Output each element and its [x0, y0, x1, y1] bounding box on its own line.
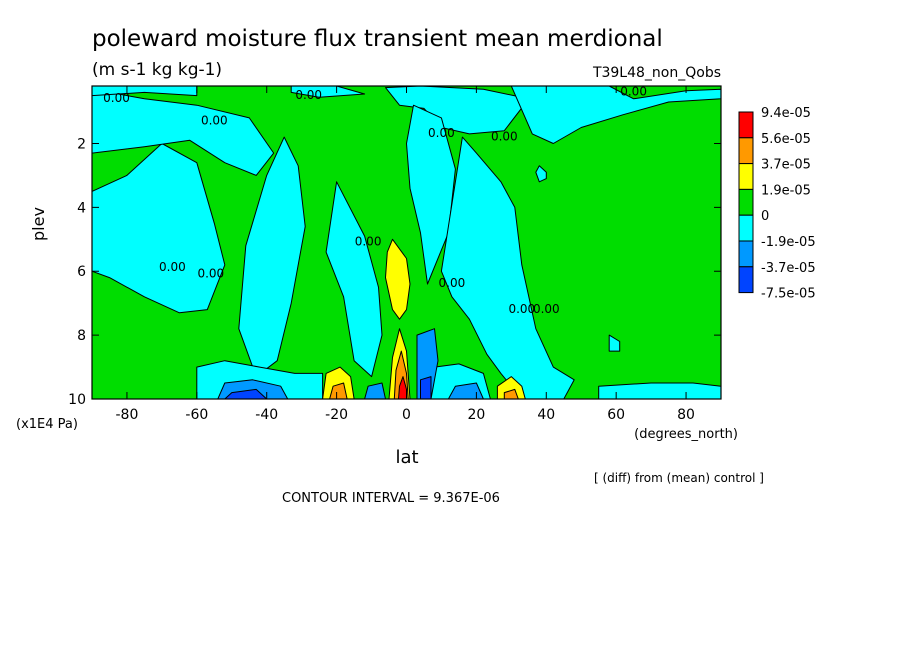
y-axis: 2 4 6 8 10: [68, 136, 721, 408]
y-tick-label-2: 6: [77, 264, 86, 280]
contour-region-negative_small-3: [238, 136, 306, 378]
contour-label-2: 0.00: [620, 85, 647, 99]
contour-region-negative_small-1: [92, 88, 275, 176]
x-tick-label-6: 40: [537, 407, 555, 423]
y-tick-label-0: 2: [77, 136, 86, 152]
contour-label-5: 0.00: [491, 129, 518, 143]
x-tick-label-3: -20: [325, 407, 348, 423]
comparison-note: [ (diff) from (mean) control ]: [594, 471, 764, 485]
legend-swatch-1: [738, 137, 754, 165]
y-tick-label-3: 8: [77, 328, 86, 344]
x-tick-label-7: 60: [607, 407, 625, 423]
contour-region-negative_small-10: [535, 165, 547, 183]
chart-title: poleward moisture flux transient mean me…: [92, 26, 663, 52]
contour-label-3: 0.00: [201, 113, 228, 127]
contour-region-negative_small-14: [598, 382, 721, 399]
y-axis-units: (x1E4 Pa): [16, 417, 78, 432]
contour-interval: CONTOUR INTERVAL = 9.367E-06: [282, 491, 500, 506]
contour-region-negative_high-28: [420, 376, 432, 399]
x-tick-label-0: -80: [116, 407, 139, 423]
contour-region-negative_small-2: [92, 86, 198, 97]
legend-swatch-4: [738, 214, 754, 242]
plot-area: 0.00 0.00 0.000.000.00 0.000.00 0.000.000.00…: [91, 85, 722, 400]
contour-label-0: 0.00: [103, 91, 130, 105]
contour-region-negative_small-5: [385, 86, 530, 135]
legend-swatch-2: [738, 163, 754, 190]
contour-label-10: 0.00: [508, 302, 535, 316]
contour-label-8: 0.00: [355, 235, 382, 249]
color-legend: 9.4e-05 5.6e-05 3.7e-05 1.9e-05 0 -1.9e-05 -3.…: [738, 106, 816, 302]
chart-subtitle: (m s-1 kg kg-1): [92, 60, 222, 80]
contour-region-negative_small-7: [406, 104, 456, 285]
legend-label-0: 9.4e-05: [761, 106, 811, 121]
contour-region-negative_small-9: [510, 86, 721, 144]
legend-label-2: 3.7e-05: [761, 158, 811, 173]
contour-region-positive_mid-16: [322, 366, 355, 399]
contour-label-7: 0.00: [197, 267, 224, 281]
contour-region-negative_small-6: [325, 181, 383, 378]
x-tick-label-1: -60: [185, 407, 208, 423]
contour-region-positive_high-19: [329, 382, 348, 399]
contour-region-negative_small-11: [608, 334, 621, 352]
x-axis-title: lat: [395, 447, 418, 468]
contour-region-positive_high-21: [503, 388, 519, 399]
y-axis-title: plev: [29, 207, 48, 241]
contour-label-4: 0.00: [428, 126, 455, 140]
contour-label-1: 0.00: [295, 88, 322, 102]
contour-region-positive_mid-15: [385, 238, 411, 320]
contour-region-negative_small-0: [92, 143, 226, 314]
run-label: T39L48_non_Qobs: [592, 65, 721, 81]
contour-region-negative_small-4: [290, 86, 366, 98]
legend-label-6: -3.7e-05: [761, 261, 816, 276]
x-tick-label-8: 80: [677, 407, 695, 423]
x-axis-units: (degrees_north): [634, 427, 738, 442]
legend-swatch-0: [738, 111, 754, 139]
contour-region-negative_mid-26: [364, 382, 386, 399]
legend-swatch-3: [738, 188, 754, 216]
legend-swatch-5: [738, 240, 754, 268]
legend-label-3: 1.9e-05: [761, 183, 811, 198]
legend-swatch-6: [738, 266, 754, 294]
contour-label-6: 0.00: [159, 260, 186, 274]
y-tick-label-1: 4: [77, 200, 86, 216]
x-axis: -80 -60 -40 -20 0 20 40 60 80: [116, 86, 695, 423]
contour-label-11: 0.00: [533, 302, 560, 316]
x-tick-label-5: 20: [467, 407, 485, 423]
legend-label-1: 5.6e-05: [761, 132, 811, 147]
legend-label-4: 0: [761, 209, 769, 224]
legend-label-7: -7.5e-05: [761, 287, 816, 302]
contour-label-9: 0.00: [439, 276, 466, 290]
contour-labels: 0.00 0.00 0.000.000.00 0.000.00 0.000.000.00…: [103, 85, 647, 316]
contour-region-negative_high-27: [224, 388, 268, 399]
x-tick-label-2: -40: [255, 407, 278, 423]
contour-region-negative_small-8: [440, 136, 575, 399]
legend-label-5: -1.9e-05: [761, 235, 816, 250]
contour-fills: [92, 86, 721, 399]
contour-region-negative_mid-25: [447, 382, 484, 399]
x-tick-label-4: 0: [402, 407, 411, 423]
y-tick-label-4: 10: [68, 392, 86, 408]
